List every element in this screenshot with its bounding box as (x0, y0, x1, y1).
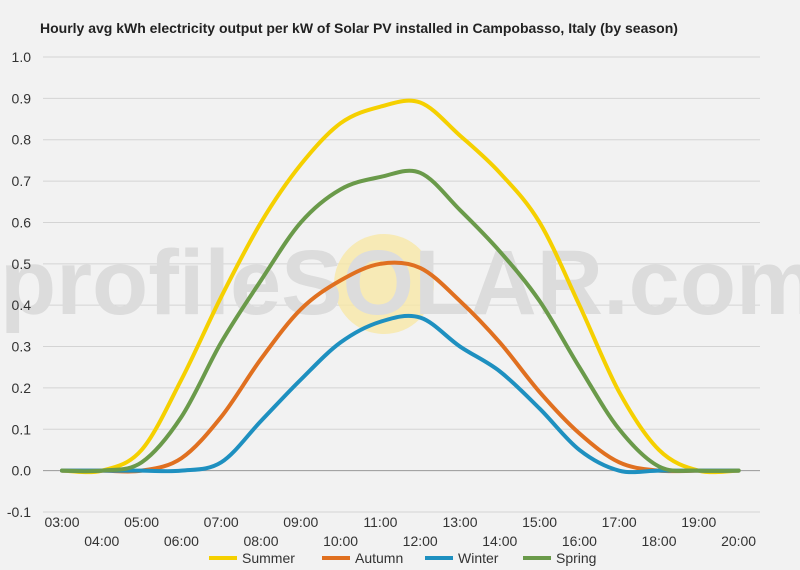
watermark-text: profileSOLAR.com (0, 232, 800, 334)
series-line-autumn (60, 260, 741, 474)
y-tick-label: 0.9 (12, 90, 32, 106)
x-tick-label: 08:00 (243, 533, 278, 549)
series-group (60, 98, 741, 475)
x-tick-label: 11:00 (363, 514, 397, 530)
y-tick-label: 0.6 (12, 214, 32, 230)
x-tick-label: 16:00 (562, 533, 597, 549)
y-tick-label: 0.4 (12, 297, 32, 313)
x-tick-label: 17:00 (602, 514, 637, 530)
x-tick-label: 20:00 (721, 533, 756, 549)
watermark: profileSOLAR.com (0, 232, 800, 334)
x-tick-label: 05:00 (124, 514, 159, 530)
y-tick-label: 1.0 (12, 49, 32, 65)
x-tick-label: 13:00 (442, 514, 477, 530)
y-tick-label: 0.5 (12, 256, 32, 272)
legend: Summer Autumn Winter Spring (209, 550, 596, 566)
legend-label: Spring (556, 550, 596, 566)
y-tick-label: 0.0 (12, 463, 32, 479)
watermark-sun-icon (334, 234, 434, 334)
x-tick-label: 04:00 (84, 533, 119, 549)
x-tick-label: 15:00 (522, 514, 557, 530)
x-tick-label: 07:00 (204, 514, 239, 530)
legend-swatch (425, 556, 453, 560)
x-tick-label: 18:00 (641, 533, 676, 549)
series-line-summer (60, 98, 741, 475)
legend-swatch (322, 556, 350, 560)
y-tick-label: 0.8 (12, 132, 32, 148)
legend-swatch (523, 556, 551, 560)
x-tick-label: 06:00 (164, 533, 199, 549)
series-line-winter (60, 313, 741, 475)
x-tick-label: 19:00 (681, 514, 716, 530)
y-tick-label: -0.1 (7, 504, 31, 520)
x-tick-label: 03:00 (44, 514, 79, 530)
x-tick-label: 12:00 (403, 533, 438, 549)
y-tick-label: 0.2 (12, 380, 32, 396)
y-tick-label: 0.3 (12, 339, 32, 355)
legend-swatch (209, 556, 237, 560)
series-line-spring (60, 168, 741, 474)
y-tick-label: 0.1 (12, 421, 32, 437)
x-tick-label: 09:00 (283, 514, 318, 530)
chart-title: Hourly avg kWh electricity output per kW… (40, 20, 678, 36)
legend-label: Winter (458, 550, 499, 566)
x-tick-label: 10:00 (323, 533, 358, 549)
legend-label: Autumn (355, 550, 403, 566)
y-tick-label: 0.7 (12, 173, 32, 189)
x-tick-label: 14:00 (482, 533, 517, 549)
legend-label: Summer (242, 550, 295, 566)
y-axis-ticks: 1.0 0.9 0.8 0.7 0.6 0.5 0.4 0.3 0.2 0.1 0.0 -0.1 (7, 49, 31, 520)
